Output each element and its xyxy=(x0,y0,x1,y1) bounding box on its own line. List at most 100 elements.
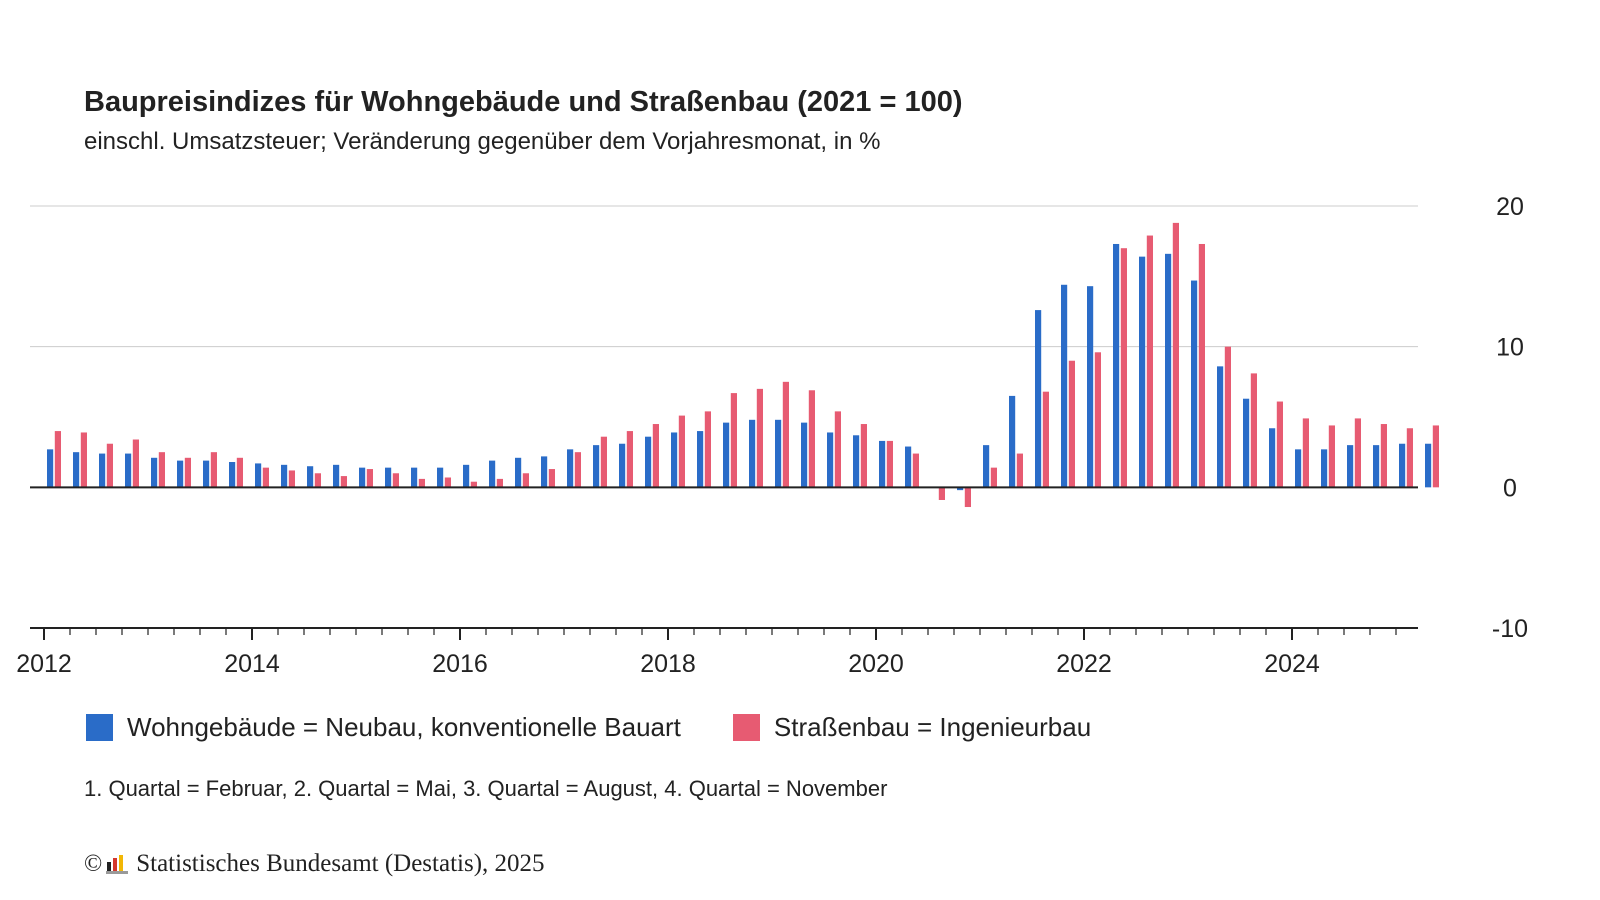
bar-wohngebaeude xyxy=(1113,243,1120,488)
bar-wohngebaeude xyxy=(697,431,704,488)
bar-strassenbau xyxy=(938,487,945,500)
bar-wohngebaeude xyxy=(749,419,756,488)
bar-strassenbau xyxy=(808,390,815,488)
bar-wohngebaeude xyxy=(1191,280,1198,488)
bar-wohngebaeude xyxy=(593,445,600,488)
bar-strassenbau xyxy=(1302,418,1309,488)
bar-wohngebaeude xyxy=(281,464,288,488)
bar-strassenbau xyxy=(1068,360,1075,488)
x-tick-label: 2012 xyxy=(16,650,72,678)
bar-wohngebaeude xyxy=(1217,366,1224,488)
x-tick-label: 2022 xyxy=(1056,650,1112,678)
bar-strassenbau xyxy=(1224,346,1231,488)
bar-strassenbau xyxy=(678,415,685,488)
bar-wohngebaeude xyxy=(1009,395,1016,488)
bar-wohngebaeude xyxy=(827,432,834,488)
bars xyxy=(47,222,1439,508)
x-tick-label: 2020 xyxy=(848,650,904,678)
bar-wohngebaeude xyxy=(1165,253,1172,488)
legend-label-strassenbau: Straßenbau = Ingenieurbau xyxy=(773,712,1092,742)
bar-wohngebaeude xyxy=(1399,443,1406,488)
bar-wohngebaeude xyxy=(99,453,106,488)
bar-strassenbau xyxy=(1042,391,1049,488)
bar-strassenbau xyxy=(418,478,425,488)
bar-strassenbau xyxy=(1120,248,1127,488)
bar-strassenbau xyxy=(548,469,555,488)
bar-wohngebaeude xyxy=(1243,398,1250,488)
bar-wohngebaeude xyxy=(723,422,730,488)
x-tick-label: 2016 xyxy=(432,650,488,678)
gridlines xyxy=(30,205,1418,348)
bar-wohngebaeude xyxy=(1373,445,1380,488)
bar-strassenbau xyxy=(470,481,477,488)
bar-strassenbau xyxy=(106,443,113,488)
bar-strassenbau xyxy=(600,436,607,488)
bar-wohngebaeude xyxy=(47,449,54,488)
bar-wohngebaeude xyxy=(73,452,80,488)
legend-swatch-wohngebaeude xyxy=(86,714,113,741)
bar-wohngebaeude xyxy=(801,422,808,488)
bar-strassenbau xyxy=(288,470,295,488)
axes xyxy=(30,486,1418,640)
bar-strassenbau xyxy=(886,440,893,488)
bar-strassenbau xyxy=(834,411,841,488)
bar-wohngebaeude xyxy=(203,460,210,488)
bar-strassenbau xyxy=(366,469,373,488)
bar-strassenbau xyxy=(158,452,165,488)
bar-strassenbau xyxy=(54,431,61,488)
bar-strassenbau xyxy=(1328,425,1335,488)
bar-strassenbau xyxy=(1146,235,1153,488)
bar-wohngebaeude xyxy=(385,467,392,488)
bar-wohngebaeude xyxy=(489,460,496,488)
bar-wohngebaeude xyxy=(619,443,626,488)
bar-wohngebaeude xyxy=(1035,310,1042,488)
bar-wohngebaeude xyxy=(1087,286,1094,488)
bar-strassenbau xyxy=(756,388,763,488)
bar-wohngebaeude xyxy=(1347,445,1354,488)
bar-wohngebaeude xyxy=(333,464,340,488)
y-tick-label: 0 xyxy=(1503,474,1517,502)
bar-strassenbau xyxy=(392,473,399,488)
bar-wohngebaeude xyxy=(983,445,990,488)
bar-wohngebaeude xyxy=(541,456,548,488)
bar-strassenbau xyxy=(704,411,711,488)
legend-swatch-strassenbau xyxy=(732,714,760,741)
bar-wohngebaeude xyxy=(463,464,470,488)
bar-wohngebaeude xyxy=(437,467,444,488)
bar-strassenbau xyxy=(730,393,737,488)
bar-strassenbau xyxy=(80,432,87,488)
bar-wohngebaeude xyxy=(879,440,886,488)
bar-wohngebaeude xyxy=(1139,256,1146,488)
bar-strassenbau xyxy=(210,452,217,488)
bar-strassenbau xyxy=(1094,352,1101,488)
legend-item-strassenbau: Straßenbau = Ingenieurbau xyxy=(732,712,1092,743)
bar-strassenbau xyxy=(1380,424,1387,488)
bar-strassenbau xyxy=(1406,428,1413,488)
copyright-symbol: © xyxy=(84,850,103,877)
bar-strassenbau xyxy=(1432,425,1439,488)
bar-strassenbau xyxy=(574,452,581,488)
bar-strassenbau xyxy=(990,467,997,488)
bar-wohngebaeude xyxy=(255,463,262,488)
source-line: © Statistisches Bundesamt (Destatis), 20… xyxy=(84,850,545,878)
bar-strassenbau xyxy=(340,476,347,488)
bar-strassenbau xyxy=(1016,453,1023,488)
bar-wohngebaeude xyxy=(177,460,184,488)
bar-strassenbau xyxy=(522,473,529,488)
y-tick-label: 10 xyxy=(1496,334,1524,362)
quarter-note: 1. Quartal = Februar, 2. Quartal = Mai, … xyxy=(84,776,888,801)
legend-item-wohngebaeude: Wohngebäude = Neubau, konventionelle Bau… xyxy=(86,712,681,743)
bar-wohngebaeude xyxy=(229,462,236,488)
chart-subtitle: einschl. Umsatzsteuer; Veränderung gegen… xyxy=(84,128,881,155)
bar-wohngebaeude xyxy=(1321,449,1328,488)
bar-wohngebaeude xyxy=(1425,443,1432,488)
bar-wohngebaeude xyxy=(853,435,860,488)
bar-wohngebaeude xyxy=(359,467,366,488)
y-tick-label: -10 xyxy=(1492,615,1528,643)
bar-wohngebaeude xyxy=(567,449,574,488)
bar-wohngebaeude xyxy=(775,419,782,488)
destatis-logo-icon xyxy=(106,855,129,874)
bar-strassenbau xyxy=(314,473,321,488)
bar-strassenbau xyxy=(132,439,139,488)
bar-strassenbau xyxy=(184,457,191,488)
